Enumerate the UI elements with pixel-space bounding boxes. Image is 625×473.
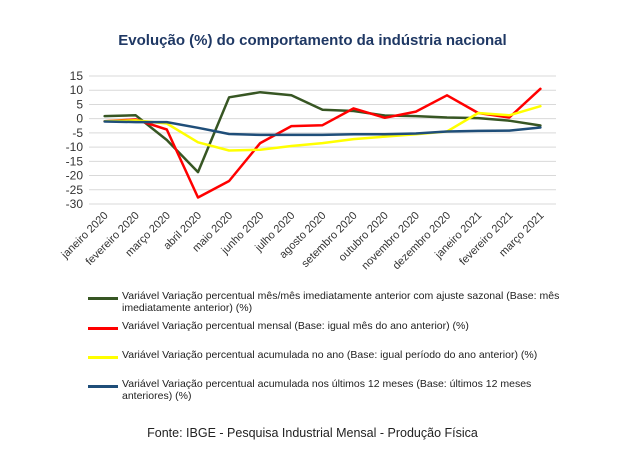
legend-label: Variável Variação percentual acumulada n… <box>122 349 538 361</box>
series-line-2 <box>103 87 542 199</box>
y-tick-label: -30 <box>66 197 84 211</box>
y-tick-label: 15 <box>70 69 84 83</box>
legend-swatch <box>88 356 118 359</box>
legend-swatch <box>88 297 118 300</box>
legend-label: Variável Variação percentual mensal (Bas… <box>122 320 469 332</box>
legend-swatch <box>88 327 118 330</box>
y-tick-label: 10 <box>70 83 84 97</box>
y-tick-label: -5 <box>72 126 83 140</box>
series-line-4 <box>103 120 542 137</box>
series-line-3 <box>103 104 542 152</box>
y-tick-label: 0 <box>76 112 83 126</box>
y-tick-label: -25 <box>66 183 84 197</box>
legend-label: Variável Variação percentual acumulada n… <box>122 378 532 402</box>
chart-title: Evolução (%) do comportamento da indústr… <box>118 32 507 49</box>
y-tick-label: -10 <box>66 140 84 154</box>
chart-source: Fonte: IBGE - Pesquisa Industrial Mensal… <box>147 426 478 440</box>
y-tick-label: 5 <box>76 97 83 111</box>
y-tick-label: -15 <box>66 154 84 168</box>
y-tick-label: -20 <box>66 169 84 183</box>
x-tick-label: setembro 2020 <box>299 210 359 270</box>
legend-swatch <box>88 385 118 388</box>
legend-label: Variável Variação percentual mês/mês ime… <box>122 290 560 314</box>
